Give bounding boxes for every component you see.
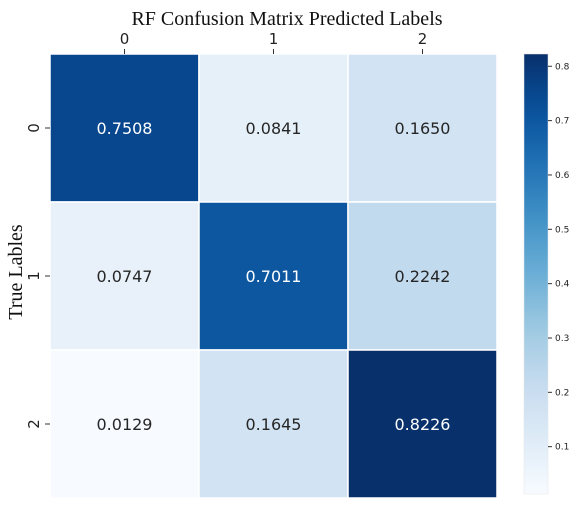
cell-value-label: 0.7508	[97, 119, 153, 138]
colorbar-gradient	[523, 53, 549, 495]
colorbar-tick-label: 0.4	[555, 280, 570, 290]
cell-value-label: 0.0841	[246, 119, 302, 138]
colorbar-tick-label: 0.7	[555, 117, 569, 127]
heatmap-cell	[49, 53, 200, 203]
y-axis-ticks: 0 1 2	[25, 123, 50, 429]
cell-value-label: 0.2242	[395, 267, 451, 286]
heatmap-cell	[347, 201, 498, 351]
chart-title: RF Confusion Matrix Predicted Labels	[131, 8, 442, 30]
heatmap-cell	[198, 53, 349, 203]
y-axis-label: True Lables	[5, 224, 27, 320]
cell-value-label: 0.8226	[395, 415, 451, 434]
cell-value-label: 0.0129	[97, 415, 153, 434]
x-tick-label: 0	[120, 30, 130, 48]
heatmap-cells: 0.7508 0.0841 0.1650 0.0747 0.7011 0.2242 0.01…	[49, 53, 498, 499]
x-tick-label: 1	[269, 30, 279, 48]
heatmap-cell	[49, 201, 200, 351]
colorbar-tick-label: 0.6	[555, 171, 570, 181]
colorbar-tick-label: 0.3	[555, 334, 569, 344]
colorbar-tick-label: 0.1	[555, 443, 569, 453]
colorbar-tick-label: 0.8	[555, 62, 570, 72]
y-tick-label: 0	[25, 123, 43, 133]
y-tick-label: 1	[25, 271, 43, 281]
x-axis-ticks: 0 1 2	[120, 30, 428, 54]
x-tick-label: 2	[418, 30, 428, 48]
colorbar-tick-label: 0.2	[555, 388, 569, 398]
colorbar-tick-label: 0.5	[555, 225, 569, 235]
heatmap-cell	[198, 349, 349, 499]
cell-value-label: 0.7011	[246, 267, 302, 286]
y-tick-label: 2	[25, 419, 43, 429]
heatmap-cell	[198, 201, 349, 351]
cell-value-label: 0.0747	[97, 267, 153, 286]
cell-value-label: 0.1650	[395, 119, 451, 138]
cell-value-label: 0.1645	[246, 415, 302, 434]
heatmap-cell	[347, 349, 498, 499]
colorbar: 0.1 0.2 0.3 0.4 0.5 0.6 0.7 0.8	[523, 53, 570, 495]
heatmap-cell	[49, 349, 200, 499]
